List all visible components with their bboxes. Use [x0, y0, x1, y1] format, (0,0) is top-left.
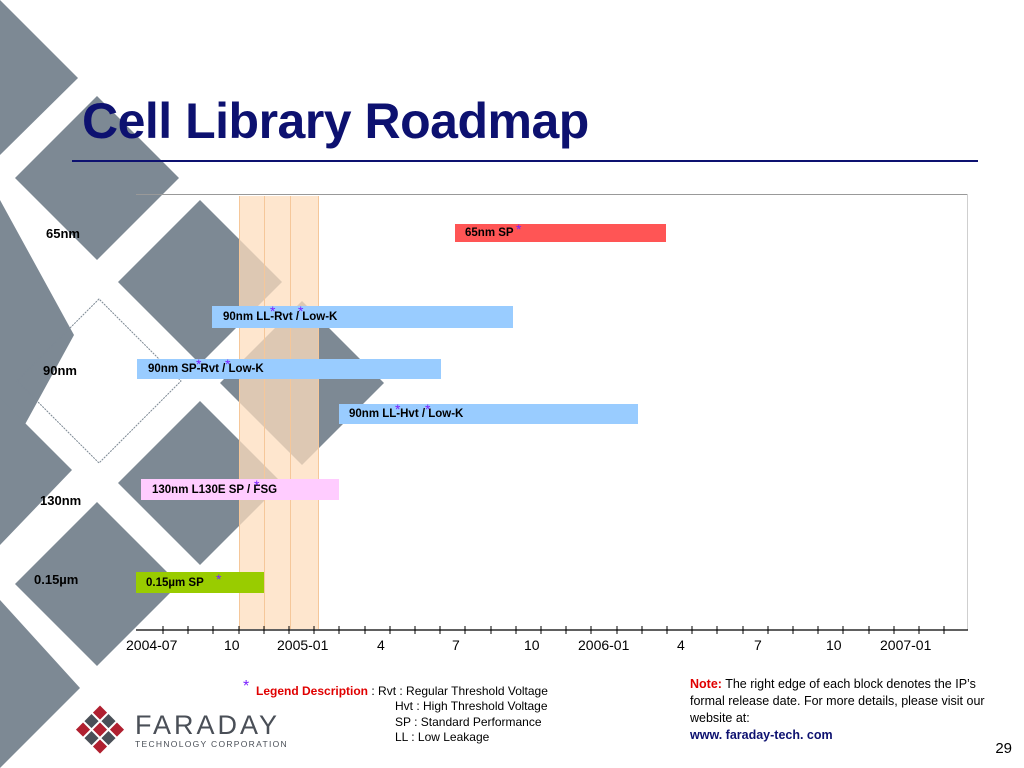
title-underline: [72, 160, 978, 162]
row-label-015um: 0.15µm: [34, 572, 79, 587]
tick-label: 4: [677, 637, 685, 653]
legend-colon: :: [368, 684, 379, 698]
legend-header: Legend Description : Rvt : Regular Thres…: [256, 684, 548, 700]
bar-label: 130nm L130E SP / FSG: [152, 484, 278, 496]
legend-star-icon: *: [243, 678, 250, 695]
asterisk-mark: *: [270, 303, 276, 319]
diamond-shape: [15, 502, 179, 666]
diamond-shape: [0, 200, 74, 470]
website-link[interactable]: www. faraday-tech. com: [690, 728, 833, 742]
bar-label: 90nm LL-Rvt / Low-K: [223, 311, 338, 323]
asterisk-mark: *: [298, 303, 304, 319]
tick-label: 7: [754, 637, 762, 653]
legend-item: SP : Standard Performance: [395, 714, 542, 729]
page-title: Cell Library Roadmap: [82, 93, 589, 149]
legend-list: Hvt : High Threshold Voltage SP : Standa…: [395, 699, 548, 746]
tick-label: 2007-01: [880, 637, 932, 653]
chart-right-border: [967, 194, 968, 630]
logo-name: FARADAY: [135, 710, 281, 740]
faraday-logo-icon: [75, 705, 125, 754]
bar-130nm-l130e-sp: 130nm L130E SP / FSG *: [141, 477, 339, 500]
tick-label: 2004-07: [126, 637, 178, 653]
tick-label: 2005-01: [277, 637, 329, 653]
highlight-band-divider: [264, 196, 265, 629]
asterisk-mark: *: [254, 477, 260, 493]
highlight-band: [239, 196, 319, 629]
bar-label: 0.15µm SP: [146, 577, 204, 589]
tick-label: 4: [377, 637, 385, 653]
tick-label: 10: [224, 637, 240, 653]
diamond-outline: [16, 298, 182, 464]
bar-label: 65nm SP: [465, 227, 514, 239]
bar-label: 90nm SP-Rvt / Low-K: [148, 363, 264, 375]
chart-top-border: [136, 194, 968, 195]
highlight-band-divider: [290, 196, 291, 629]
asterisk-mark: *: [395, 401, 401, 417]
asterisk-mark: *: [225, 356, 231, 372]
bar-015um-sp: 0.15µm SP *: [136, 571, 264, 593]
tick-label: 10: [826, 637, 842, 653]
row-label-130nm: 130nm: [40, 493, 82, 508]
legend-title: Legend Description: [256, 684, 369, 698]
page-number: 29: [995, 740, 1012, 757]
bar-90nm-sp-rvt: 90nm SP-Rvt / Low-K * *: [137, 356, 441, 379]
bar-65nm-sp: 65nm SP *: [455, 221, 666, 242]
bar-label: 90nm LL-Hvt / Low-K: [349, 408, 464, 420]
legend-item: Rvt : Regular Threshold Voltage: [378, 684, 548, 698]
diamond-shape: [0, 0, 78, 155]
diamond-shape: [0, 398, 72, 545]
company-logo-text: FARADAY TECHNOLOGY CORPORATION: [135, 710, 288, 749]
note-label: Note:: [690, 677, 722, 691]
asterisk-mark: *: [425, 401, 431, 417]
diamond-shape: [0, 600, 80, 768]
bar-90nm-ll-hvt: 90nm LL-Hvt / Low-K * *: [339, 401, 638, 424]
note-block: Note: The right edge of each block denot…: [690, 676, 990, 744]
tick-label: 10: [524, 637, 540, 653]
legend-item: Hvt : High Threshold Voltage: [395, 699, 548, 713]
asterisk-mark: *: [196, 356, 202, 372]
row-label-90nm: 90nm: [43, 363, 77, 378]
asterisk-mark: *: [516, 221, 522, 237]
tick-label: 7: [452, 637, 460, 653]
row-label-65nm: 65nm: [46, 226, 80, 241]
bar-90nm-ll-rvt: 90nm LL-Rvt / Low-K * *: [212, 303, 513, 328]
diamond-shape: [15, 96, 179, 260]
tick-label: 2006-01: [578, 637, 630, 653]
asterisk-mark: *: [216, 571, 222, 587]
logo-subtitle: TECHNOLOGY CORPORATION: [135, 739, 288, 749]
legend-item: LL : Low Leakage: [395, 730, 490, 744]
note-text: The right edge of each block denotes the…: [690, 677, 985, 725]
